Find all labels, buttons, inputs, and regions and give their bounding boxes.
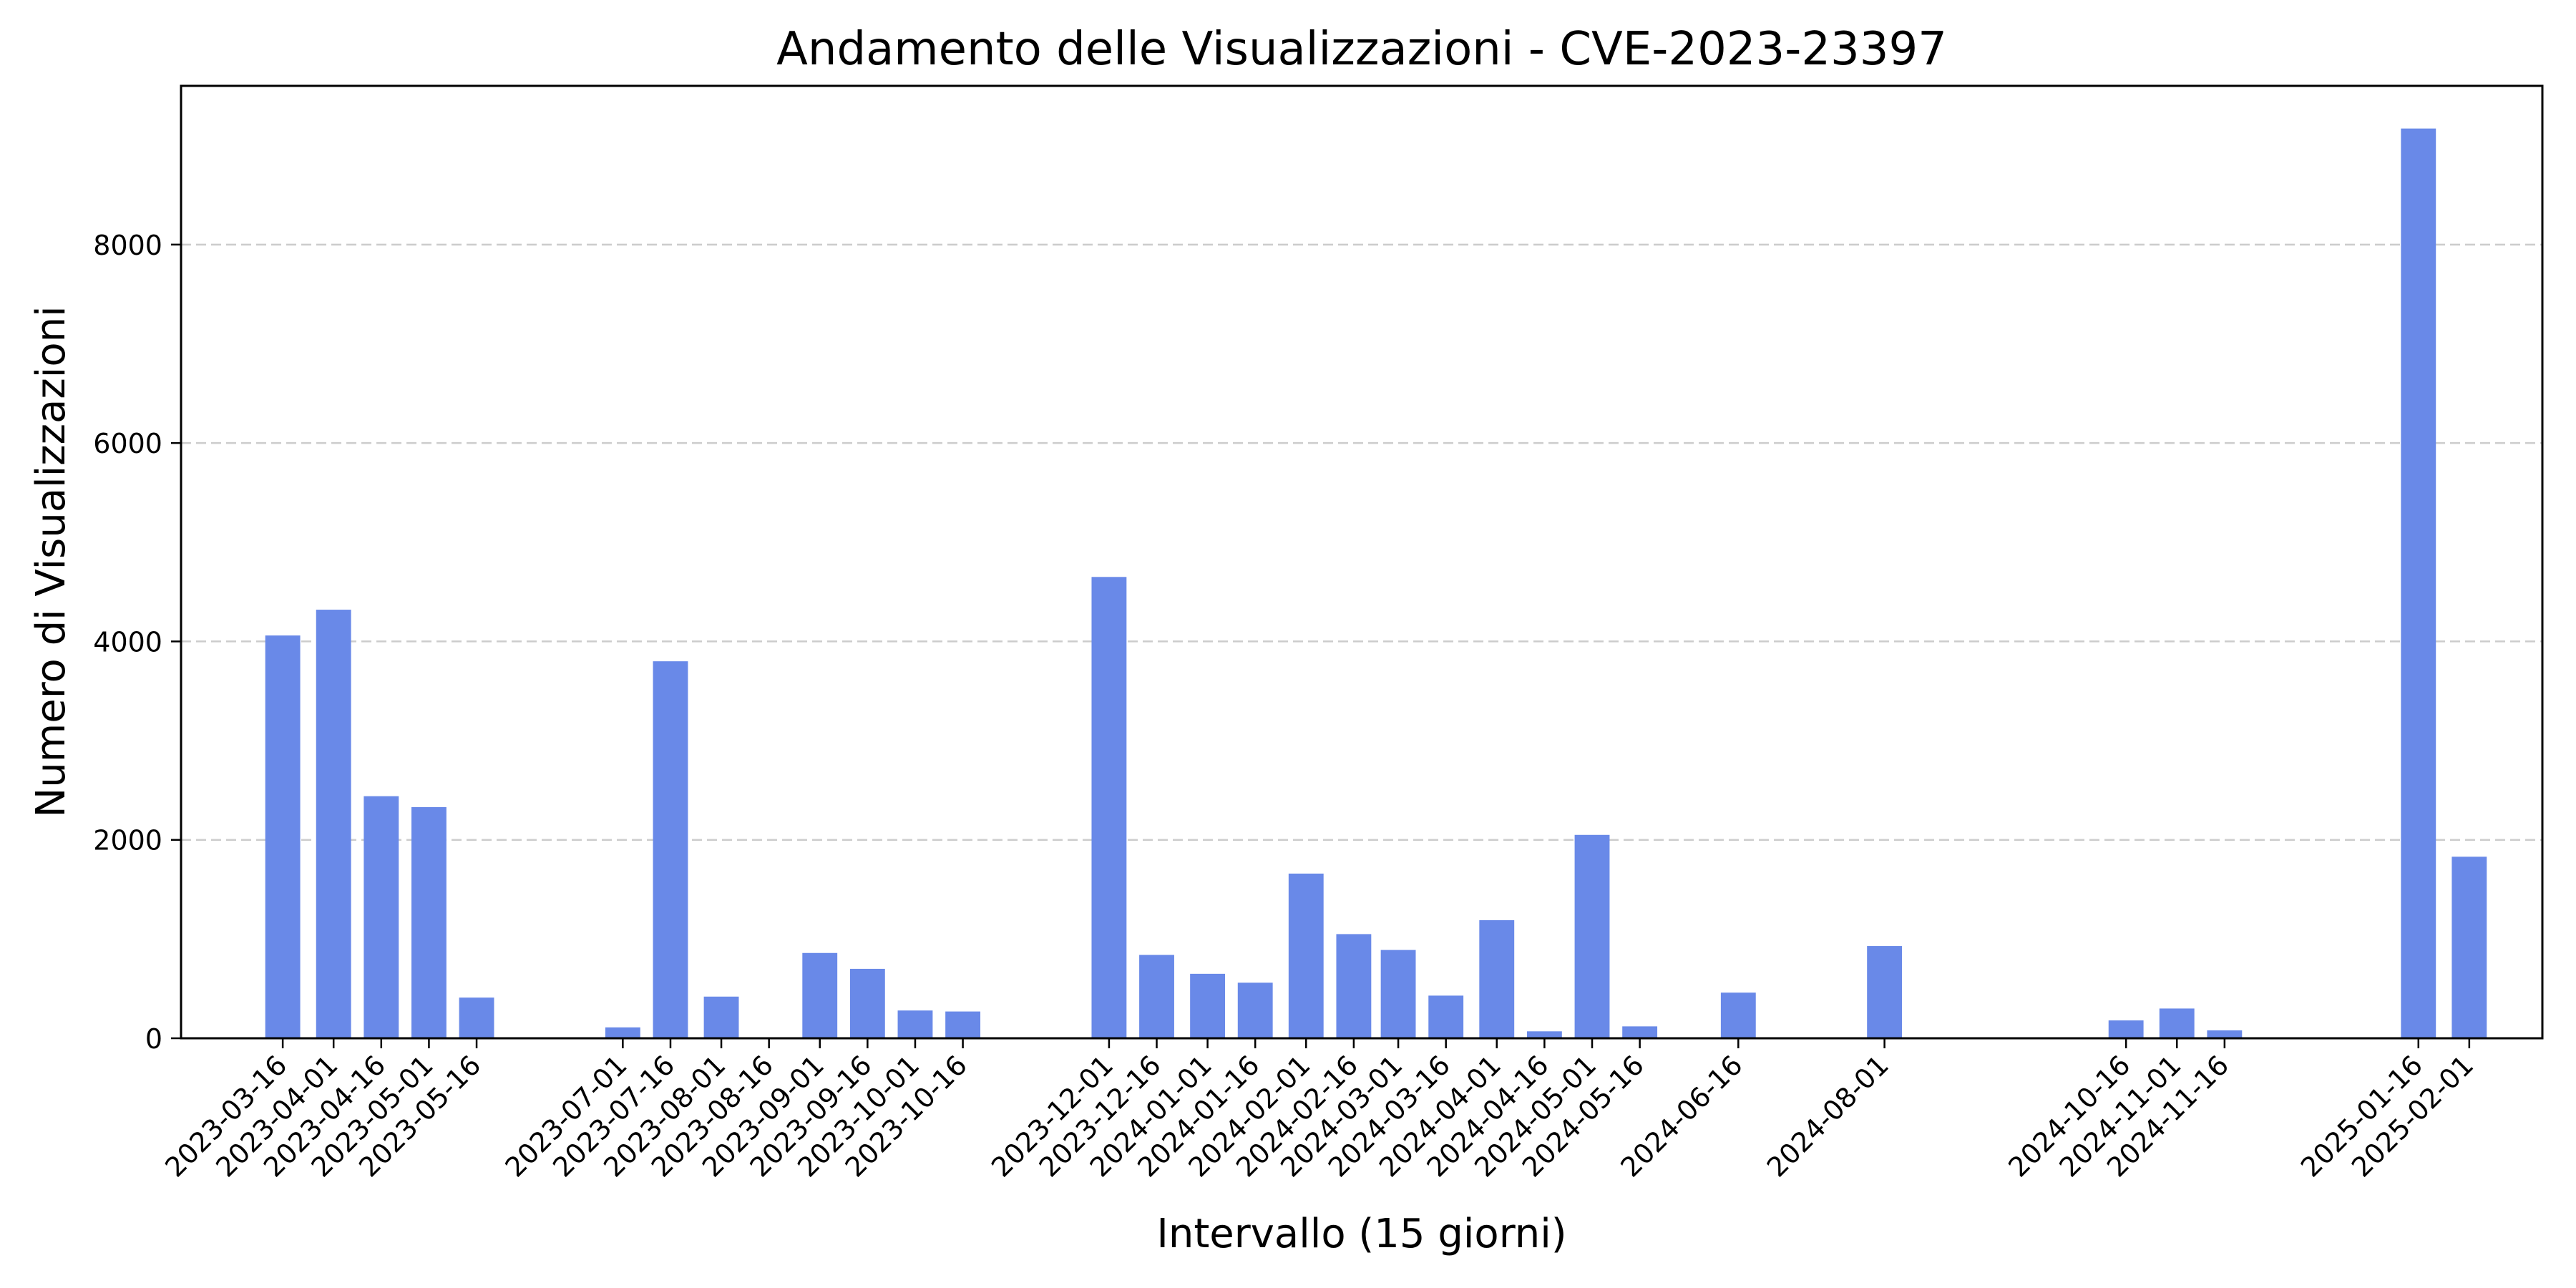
y-tick-label: 8000	[93, 230, 162, 261]
bar	[459, 997, 494, 1038]
bar	[1336, 934, 1372, 1038]
bar	[316, 610, 351, 1038]
y-tick-label: 4000	[93, 626, 162, 658]
bar	[2207, 1030, 2243, 1038]
y-tick-label: 6000	[93, 428, 162, 459]
bar	[2401, 128, 2436, 1039]
bar	[1288, 873, 1324, 1038]
bars	[265, 128, 2487, 1039]
bar	[1574, 834, 1610, 1038]
bar	[2108, 1020, 2144, 1038]
bar	[945, 1011, 981, 1038]
bar	[1526, 1031, 1562, 1038]
chart-title: Andamento delle Visualizzazioni - CVE-20…	[776, 23, 1947, 76]
plot-frame	[180, 84, 2544, 1040]
y-grid	[181, 243, 2542, 841]
bar	[653, 661, 688, 1038]
bar	[2451, 857, 2487, 1038]
bar	[364, 796, 399, 1038]
bar	[1237, 982, 1273, 1038]
x-axis-label: Intervallo (15 giorni)	[1156, 1211, 1566, 1257]
x-tick-label: 2024-08-01	[1761, 1049, 1895, 1183]
bar	[897, 1010, 933, 1038]
bar	[605, 1027, 640, 1038]
bar	[265, 635, 301, 1038]
bar	[849, 968, 885, 1038]
y-tick-label: 2000	[93, 825, 162, 857]
bar	[1380, 950, 1416, 1038]
bar	[1622, 1026, 1658, 1038]
bar	[1190, 973, 1226, 1038]
y-axis-label: Numero di Visualizzazioni	[28, 306, 74, 817]
bar	[1139, 955, 1174, 1038]
bar	[1091, 577, 1127, 1038]
bar	[703, 996, 739, 1038]
bar	[1867, 946, 1903, 1038]
x-axis: 2023-03-162023-04-012023-04-162023-05-01…	[159, 1038, 2479, 1184]
bar	[2159, 1008, 2195, 1038]
y-axis: 0 2000 4000 6000 8000	[93, 230, 181, 1055]
y-tick-label: 0	[145, 1023, 162, 1055]
bar	[411, 806, 447, 1038]
bar	[1720, 992, 1756, 1038]
bar	[1428, 995, 1464, 1038]
bar	[802, 952, 838, 1038]
bar	[1479, 920, 1515, 1038]
